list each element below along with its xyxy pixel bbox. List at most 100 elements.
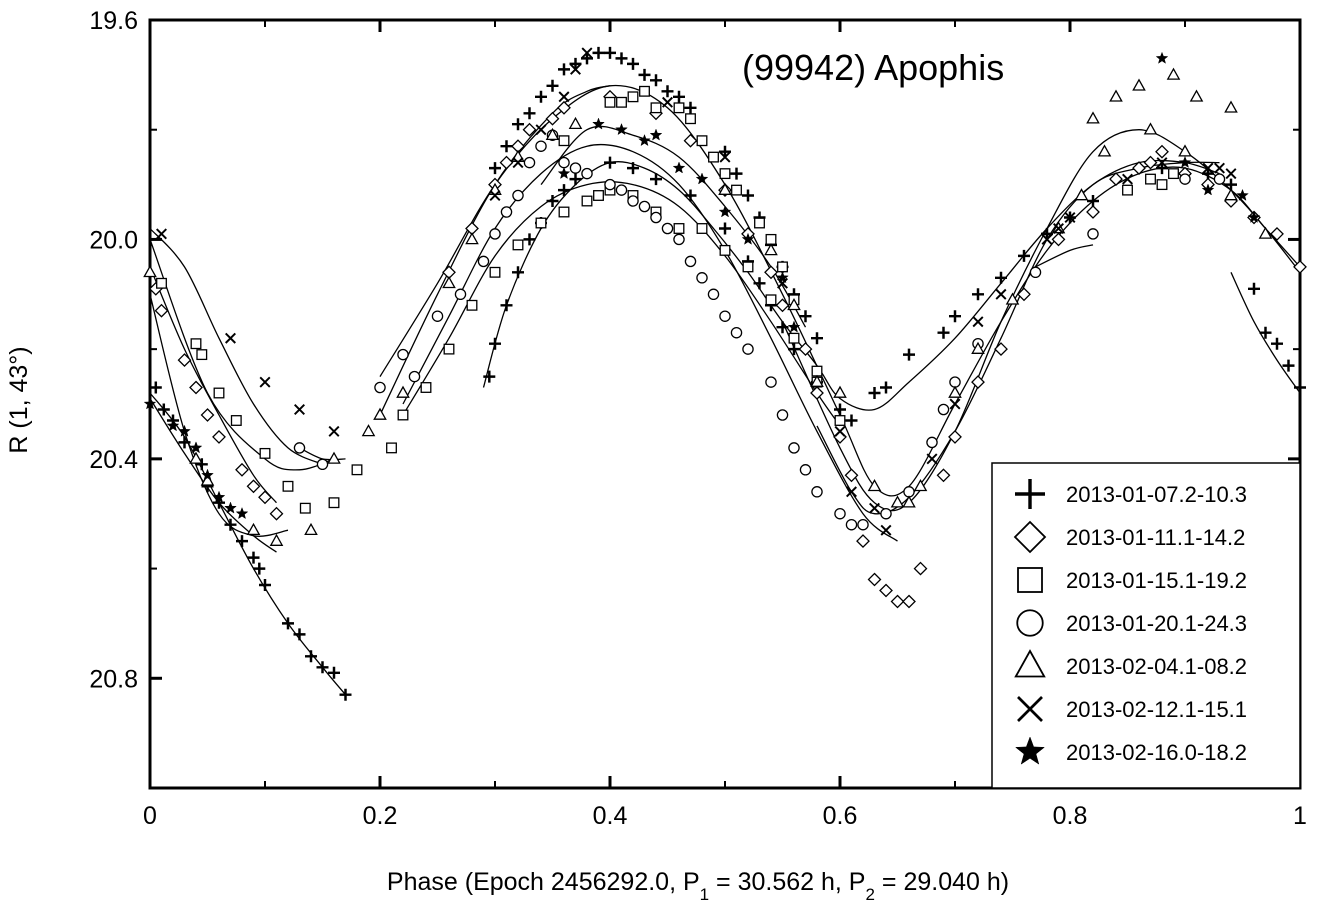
circle-point [684, 255, 697, 268]
diamond-point [269, 506, 284, 521]
square-point [213, 387, 225, 399]
legend-label: 2013-01-20.1-24.3 [1066, 611, 1247, 636]
cross-point [581, 47, 593, 59]
square-point [593, 190, 604, 201]
square-point [196, 349, 208, 361]
triangle-point [246, 522, 261, 536]
fit-curve [149, 239, 335, 471]
plus-point [489, 162, 501, 175]
square-point [190, 338, 202, 350]
plus-point [1041, 227, 1053, 240]
plus-point [834, 403, 846, 416]
plus-point [684, 189, 697, 202]
cross-point [570, 63, 581, 75]
square-point [466, 299, 478, 311]
circle-point [1179, 173, 1191, 185]
triangle-point [189, 451, 203, 464]
square-point [489, 266, 501, 278]
circle-point [316, 458, 329, 471]
cross-point [489, 190, 501, 201]
triangle-point [1005, 292, 1020, 305]
diamond-point [1143, 155, 1158, 170]
diamond-point [1109, 172, 1123, 187]
legend-diamond-symbol [1013, 520, 1047, 554]
triangle-point [1132, 78, 1146, 91]
star-point [1178, 155, 1192, 169]
legend-label: 2013-01-07.2-10.3 [1066, 482, 1247, 507]
circle-point [926, 436, 938, 449]
triangle-point [465, 232, 479, 245]
cross-point [558, 91, 570, 103]
x-tick-label: 0.2 [363, 802, 398, 830]
diamond-point [1132, 161, 1146, 176]
diamond-point [913, 561, 928, 576]
star-point [557, 166, 571, 180]
diamond-point [810, 386, 824, 400]
fit-curve [149, 294, 289, 537]
cross-point [846, 486, 857, 498]
plus-point [1248, 282, 1260, 295]
plus-point [512, 118, 524, 131]
plus-point [569, 57, 582, 70]
circle-point [638, 200, 651, 213]
square-point [420, 382, 432, 393]
circle-point [558, 156, 570, 169]
circle-point [707, 288, 720, 301]
diamond-point [1051, 232, 1066, 247]
plus-point [592, 46, 605, 59]
triangle-point [1178, 144, 1192, 157]
square-point [673, 223, 685, 234]
x-axis-title-part: = 29.040 h) [875, 868, 1009, 896]
square-point [742, 261, 754, 273]
cross-point [1041, 233, 1053, 245]
diamond-point [1293, 259, 1307, 274]
diamond-point [177, 353, 192, 368]
square-point [765, 233, 777, 245]
circle-point [857, 518, 869, 531]
cross-point [777, 277, 788, 289]
square-point [443, 343, 455, 355]
plus-point [799, 310, 812, 323]
plus-point [627, 162, 639, 175]
star-point [787, 320, 801, 333]
triangle-point [1097, 144, 1112, 157]
plus-point [753, 277, 766, 290]
cross-point [926, 453, 938, 465]
star-point [201, 468, 214, 481]
square-point [259, 447, 271, 459]
circle-point [293, 442, 306, 454]
y-axis-title: R (1, 43°) [5, 346, 33, 453]
star-point [741, 232, 755, 245]
circle-point [776, 409, 789, 421]
plus-point [788, 343, 800, 356]
star-point [695, 172, 709, 185]
plus-point [604, 46, 616, 59]
triangle-point [1109, 89, 1123, 102]
cross-point [880, 524, 892, 536]
triangle-point [913, 478, 928, 492]
circle-point [523, 156, 536, 169]
y-tick-label: 20.8 [89, 665, 138, 693]
square-point [351, 464, 363, 476]
circle-point [880, 507, 892, 520]
triangle-point [810, 374, 824, 387]
square-point [834, 415, 846, 426]
plus-point [500, 299, 513, 312]
diamond-point [867, 572, 882, 587]
diamond-point [154, 303, 169, 318]
plus-point [1087, 195, 1099, 207]
star-point [615, 122, 628, 136]
square-point [719, 168, 731, 180]
triangle-point [1143, 122, 1158, 135]
star-point [638, 133, 651, 147]
cross-point [1225, 168, 1237, 180]
triangle-point [787, 297, 801, 311]
circle-point [581, 167, 593, 180]
plus-point [937, 326, 950, 339]
circle-point [730, 326, 743, 339]
square-point [1156, 179, 1168, 191]
triangle-point [1086, 111, 1100, 124]
cross-point [156, 228, 167, 240]
fit-curve [1230, 272, 1301, 394]
circle-point [500, 206, 513, 218]
